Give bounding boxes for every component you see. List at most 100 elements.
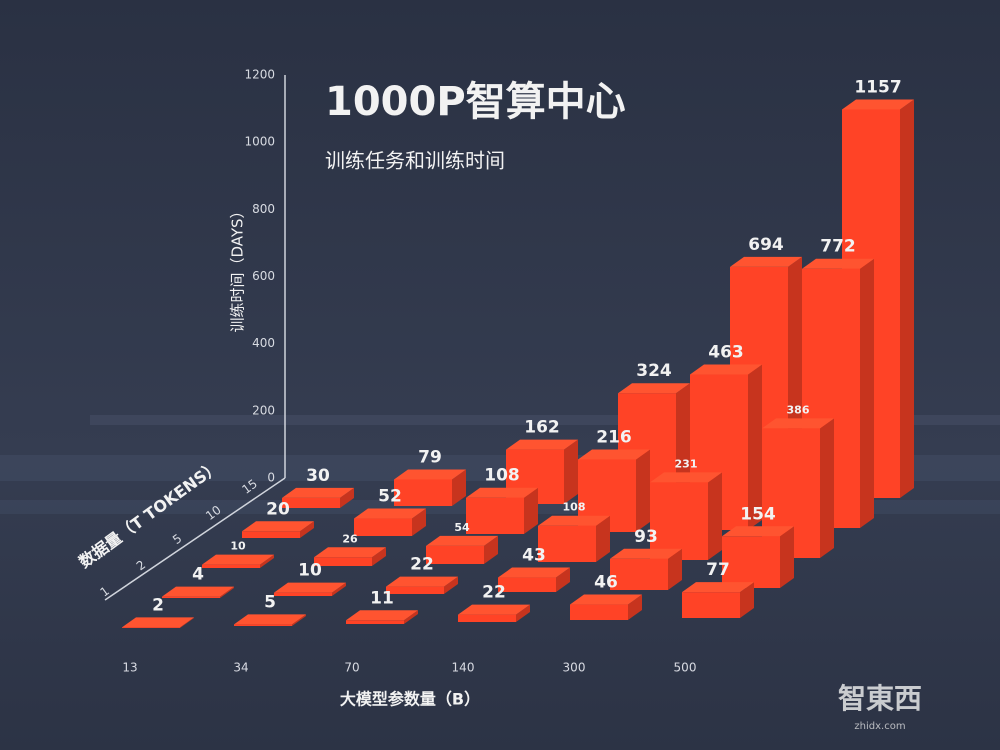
bar-top xyxy=(610,548,682,559)
chart-title: 1000P智算中心 xyxy=(325,79,626,125)
value-label: 108 xyxy=(563,501,586,514)
bar xyxy=(122,617,194,628)
x-tick-label: 70 xyxy=(344,661,359,675)
bar-side xyxy=(516,604,530,622)
y-tick-label: 600 xyxy=(252,269,275,283)
value-label: 2 xyxy=(152,595,164,615)
bar-top xyxy=(354,508,426,519)
bar-top xyxy=(314,547,386,558)
value-label: 772 xyxy=(820,237,856,257)
bar-side xyxy=(708,472,722,560)
chart-subtitle: 训练任务和训练时间 xyxy=(325,149,505,173)
bar-top xyxy=(618,383,690,394)
value-label: 463 xyxy=(708,343,744,363)
bar-top xyxy=(234,614,306,625)
y-tick-label: 1200 xyxy=(244,68,275,82)
x-tick-label: 300 xyxy=(563,661,586,675)
value-label: 20 xyxy=(266,499,290,519)
value-label: 162 xyxy=(524,418,560,438)
value-label: 386 xyxy=(787,403,810,416)
x-tick-label: 34 xyxy=(233,661,248,675)
bar-side xyxy=(372,547,386,566)
bar-side xyxy=(484,535,498,564)
value-label: 79 xyxy=(418,447,442,467)
bar-top xyxy=(570,594,642,605)
value-label: 22 xyxy=(482,583,506,603)
x-tick-label: 13 xyxy=(122,661,137,675)
bar-top xyxy=(538,515,610,526)
bar-side xyxy=(524,487,538,534)
bar-side xyxy=(180,617,194,628)
bar xyxy=(394,469,466,506)
bar-side xyxy=(556,567,570,592)
bar-top xyxy=(650,472,722,483)
value-label: 10 xyxy=(298,561,322,581)
value-label: 52 xyxy=(378,487,402,507)
value-label: 324 xyxy=(636,361,672,381)
bar-front xyxy=(466,497,524,534)
bar xyxy=(570,594,642,620)
bar-front xyxy=(122,627,180,628)
bar-front xyxy=(354,518,412,536)
bar-side xyxy=(292,614,306,626)
value-label: 108 xyxy=(484,466,520,486)
value-label: 1157 xyxy=(854,77,901,97)
bar xyxy=(682,582,754,618)
bar-top xyxy=(426,535,498,546)
bar xyxy=(346,610,418,624)
bar-top xyxy=(466,487,538,498)
bar-side xyxy=(628,594,642,620)
bar-front xyxy=(386,586,444,594)
bar-top xyxy=(162,586,234,597)
bar-front xyxy=(722,536,780,588)
bar xyxy=(722,526,794,588)
bar-top xyxy=(346,610,418,621)
bar xyxy=(426,535,498,564)
bar-side xyxy=(564,439,578,504)
bar-top xyxy=(282,487,354,498)
bar-front xyxy=(314,557,372,566)
bar-side xyxy=(740,582,754,618)
x-tick-label: 140 xyxy=(452,661,475,675)
bar-front xyxy=(234,624,292,626)
bar-side xyxy=(220,586,234,598)
bar-front xyxy=(282,497,340,508)
y-tick-label: 400 xyxy=(252,336,275,350)
value-label: 93 xyxy=(634,527,658,547)
bar-top xyxy=(386,576,458,587)
bar xyxy=(538,515,610,562)
bar-side xyxy=(860,258,874,528)
value-label: 10 xyxy=(230,540,246,553)
bar xyxy=(354,508,426,536)
y-tick-label: 200 xyxy=(252,403,275,417)
value-label: 5 xyxy=(264,592,276,612)
bar xyxy=(458,604,530,622)
watermark-logo: 智東西 xyxy=(838,682,922,715)
bar-side xyxy=(444,576,458,594)
bar-top xyxy=(242,521,314,532)
value-label: 216 xyxy=(596,427,632,447)
bar-side xyxy=(676,383,690,502)
bar xyxy=(162,586,234,598)
bar-top xyxy=(202,554,274,565)
x-tick-label: 500 xyxy=(674,661,697,675)
bar xyxy=(242,521,314,538)
y-tick-label: 800 xyxy=(252,202,275,216)
bar-side xyxy=(820,418,834,558)
value-label: 30 xyxy=(306,466,330,486)
bar-side xyxy=(260,554,274,568)
bar-top xyxy=(842,99,914,110)
value-label: 231 xyxy=(675,457,698,470)
bar-top xyxy=(682,582,754,593)
value-label: 43 xyxy=(522,546,546,566)
bar-front xyxy=(346,620,404,624)
bar-side xyxy=(668,548,682,590)
bar-front xyxy=(682,592,740,618)
bar xyxy=(610,548,682,590)
value-label: 4 xyxy=(192,565,204,585)
bar-side xyxy=(596,515,610,562)
bar-side xyxy=(340,487,354,508)
watermark-site: zhidx.com xyxy=(854,721,905,732)
bar-top xyxy=(394,469,466,480)
